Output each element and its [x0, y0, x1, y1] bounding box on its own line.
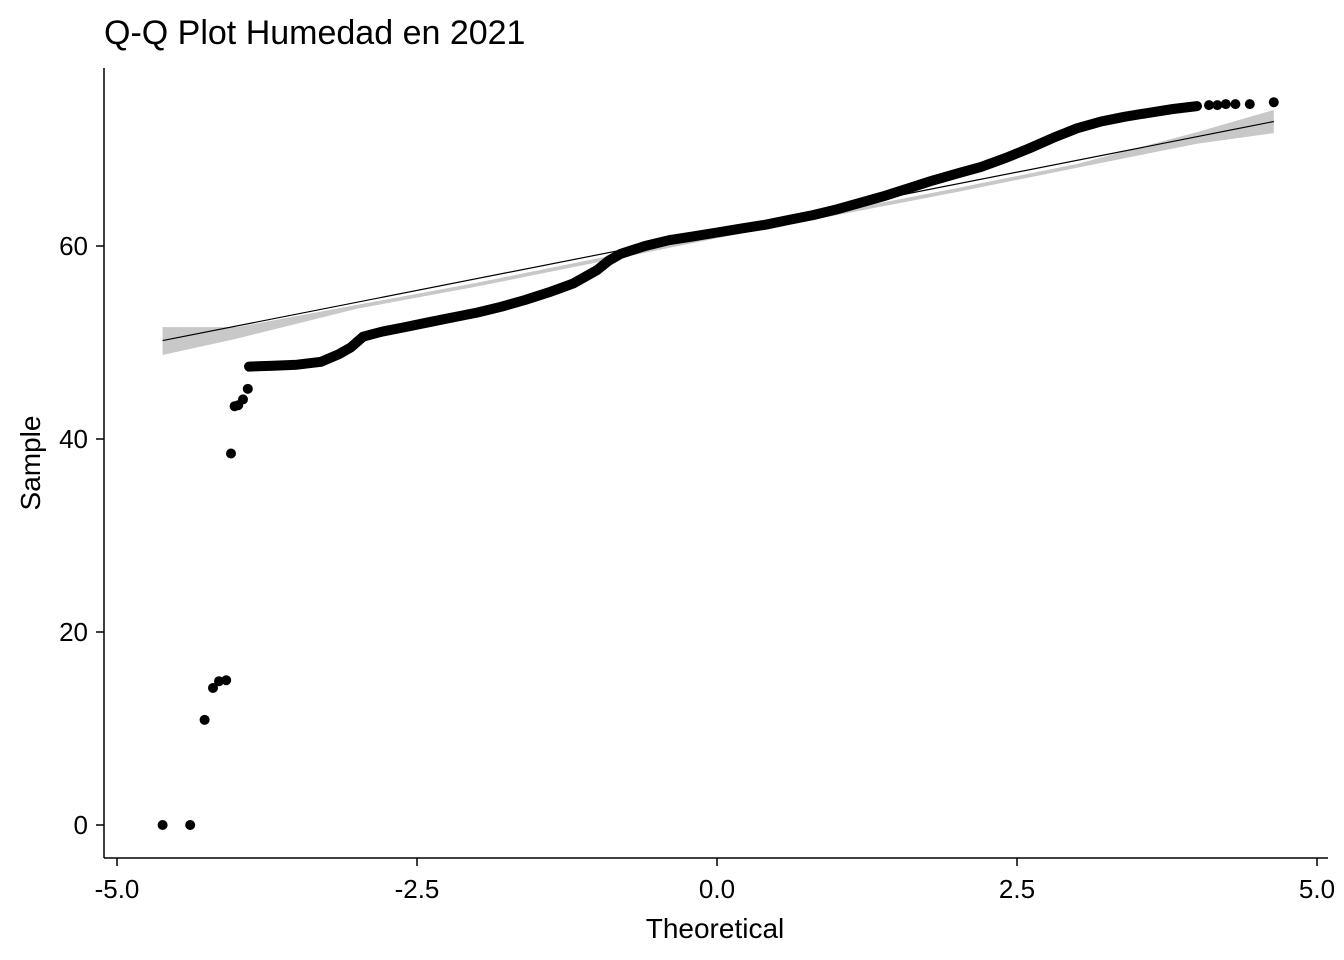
- data-point: [1212, 100, 1223, 111]
- y-tick-label: 20: [59, 617, 88, 647]
- x-tick-label: -5.0: [95, 874, 140, 904]
- plot-area: [157, 97, 1279, 830]
- x-tick-label: 2.5: [999, 874, 1035, 904]
- y-axis-ticks: 0 20 40 60: [59, 231, 104, 840]
- y-tick-label: 0: [74, 810, 88, 840]
- data-point: [221, 675, 232, 686]
- data-point: [208, 682, 218, 693]
- chart-title: Q-Q Plot Humedad en 2021: [104, 14, 525, 52]
- data-point: [242, 383, 253, 394]
- x-axis-title: Theoretical: [646, 913, 785, 944]
- data-point: [1204, 100, 1214, 111]
- data-point: [1268, 97, 1279, 108]
- data-point: [157, 820, 168, 830]
- data-point: [1244, 99, 1255, 110]
- x-tick-label: 5.0: [1299, 874, 1335, 904]
- data-point: [185, 820, 196, 830]
- x-tick-label: -2.5: [395, 874, 440, 904]
- data-point: [1230, 99, 1241, 110]
- y-tick-label: 40: [59, 424, 88, 454]
- x-axis-ticks: -5.0 -2.5 0.0 2.5 5.0: [95, 858, 1335, 904]
- data-point: [1220, 99, 1231, 110]
- data-point: [226, 448, 236, 459]
- outlier-points: [157, 97, 1279, 830]
- data-point: [199, 714, 210, 725]
- y-tick-label: 60: [59, 231, 88, 261]
- y-axis-title: Sample: [15, 416, 46, 511]
- sample-points-dense: [244, 101, 1202, 372]
- x-tick-label: 0.0: [699, 874, 735, 904]
- data-point: [238, 394, 248, 405]
